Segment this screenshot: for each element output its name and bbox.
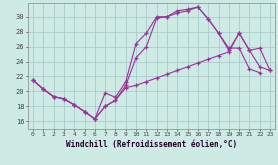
X-axis label: Windchill (Refroidissement éolien,°C): Windchill (Refroidissement éolien,°C): [66, 140, 237, 149]
